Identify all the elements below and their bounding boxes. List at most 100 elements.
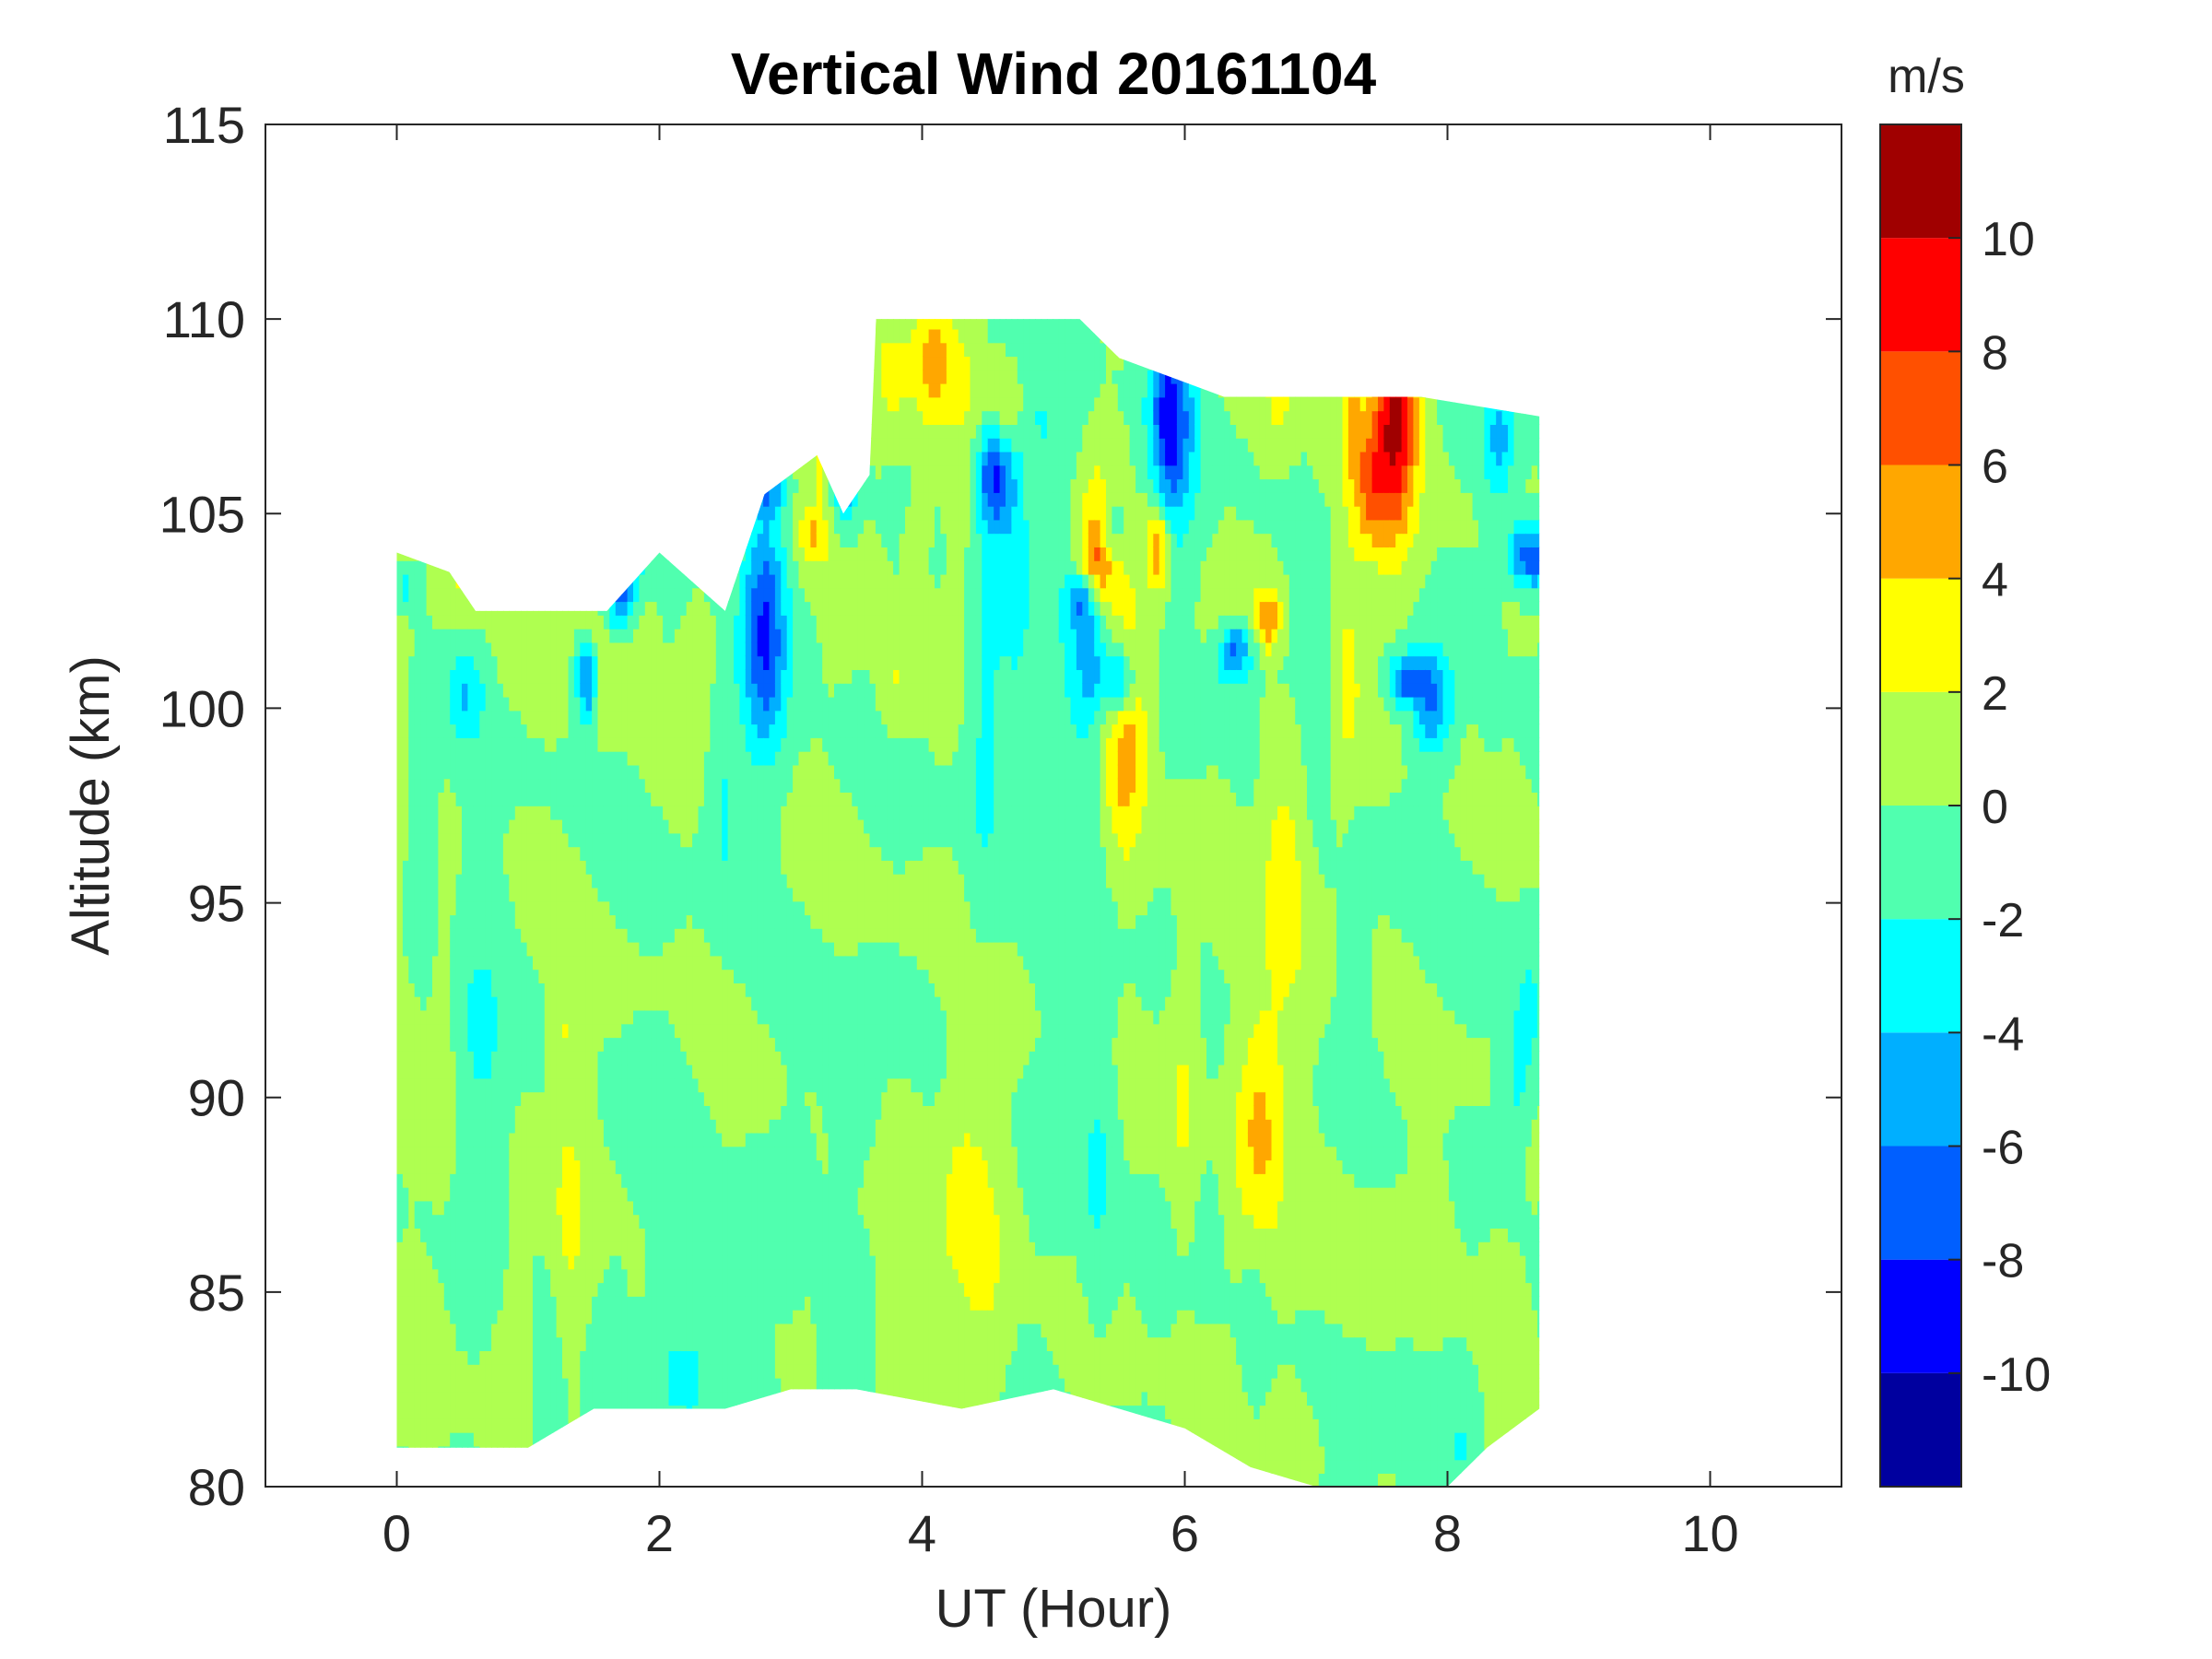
contour-cell xyxy=(497,1091,504,1106)
contour-cell xyxy=(396,1323,404,1338)
contour-cell xyxy=(680,615,688,629)
contour-cell xyxy=(680,655,688,670)
contour-cell xyxy=(420,969,428,983)
contour-cell xyxy=(627,696,634,712)
contour-cell xyxy=(479,1009,487,1025)
contour-cell xyxy=(550,969,558,983)
contour-cell xyxy=(722,683,729,698)
contour-cell xyxy=(609,615,617,629)
contour-cell xyxy=(455,873,463,888)
contour-cell xyxy=(402,1323,410,1338)
contour-cell xyxy=(585,724,593,738)
contour-cell xyxy=(573,1132,582,1147)
contour-cell xyxy=(656,1309,664,1324)
contour-cell xyxy=(450,792,457,806)
contour-cell xyxy=(467,914,475,929)
contour-cell xyxy=(491,778,499,793)
contour-cell xyxy=(663,641,670,657)
contour-cell xyxy=(533,764,540,780)
contour-cell xyxy=(455,1077,463,1093)
contour-cell xyxy=(627,1268,634,1284)
contour-cell xyxy=(408,710,416,725)
contour-cell xyxy=(644,669,652,684)
contour-cell xyxy=(538,1173,546,1188)
contour-cell xyxy=(396,806,404,820)
contour-cell xyxy=(680,982,688,997)
contour-cell xyxy=(538,887,546,902)
contour-cell xyxy=(414,1077,421,1093)
contour-cell xyxy=(633,1350,641,1365)
contour-cell xyxy=(538,641,546,657)
contour-cell xyxy=(568,1200,575,1216)
contour-cell xyxy=(533,995,540,1011)
contour-cell xyxy=(538,1391,546,1406)
contour-cell xyxy=(420,696,428,712)
contour-cell xyxy=(580,969,587,983)
contour-cell xyxy=(502,1364,511,1379)
contour-cell xyxy=(396,778,404,793)
contour-cell xyxy=(420,1023,428,1039)
contour-cell xyxy=(420,1105,428,1120)
contour-cell xyxy=(420,995,428,1011)
contour-cell xyxy=(396,1418,404,1433)
contour-cell xyxy=(479,860,487,875)
contour-cell xyxy=(473,914,481,929)
contour-cell xyxy=(562,982,570,997)
contour-cell xyxy=(592,941,599,957)
contour-cell xyxy=(432,1336,440,1351)
contour-cell xyxy=(674,710,682,725)
contour-cell xyxy=(462,1173,469,1188)
contour-cell xyxy=(686,1268,693,1284)
contour-cell xyxy=(592,1105,599,1120)
contour-cell xyxy=(438,1323,445,1338)
contour-cell xyxy=(402,1146,410,1161)
contour-cell xyxy=(597,764,605,780)
contour-cell xyxy=(633,1200,641,1216)
contour-cell xyxy=(443,1064,451,1079)
contour-cell xyxy=(402,641,410,657)
contour-cell xyxy=(562,1405,570,1419)
contour-cell xyxy=(402,860,410,875)
contour-cell xyxy=(734,1254,741,1270)
contour-cell xyxy=(692,1077,700,1093)
contour-cell xyxy=(734,995,741,1011)
contour-cell xyxy=(651,1254,658,1270)
contour-cell xyxy=(644,641,652,657)
contour-cell xyxy=(479,887,487,902)
contour-cell xyxy=(568,1323,575,1338)
contour-cell xyxy=(597,1023,605,1039)
contour-cell xyxy=(734,669,741,684)
contour-cell xyxy=(514,1132,522,1147)
contour-cell xyxy=(633,1268,641,1284)
contour-cell xyxy=(408,737,416,752)
contour-cell xyxy=(402,1350,410,1365)
contour-cell xyxy=(573,1350,582,1365)
contour-cell xyxy=(597,1091,605,1106)
contour-cell xyxy=(656,887,664,902)
contour-cell xyxy=(592,1309,599,1324)
contour-cell xyxy=(521,806,528,820)
contour-cell xyxy=(467,832,475,848)
contour-cell xyxy=(698,995,705,1011)
contour-cell xyxy=(585,1037,593,1052)
contour-cell xyxy=(585,955,593,971)
contour-cell xyxy=(533,696,540,712)
contour-cell xyxy=(615,1377,622,1393)
contour-cell xyxy=(443,887,451,902)
contour-cell xyxy=(651,1228,658,1242)
contour-cell xyxy=(497,1323,504,1338)
contour-cell xyxy=(426,710,433,725)
contour-cell xyxy=(722,1350,729,1365)
contour-cell xyxy=(710,900,717,916)
contour-cell xyxy=(644,1268,652,1284)
contour-cell xyxy=(603,778,611,793)
contour-cell xyxy=(603,982,611,997)
contour-cell xyxy=(438,982,445,997)
contour-cell xyxy=(544,941,551,957)
contour-cell xyxy=(556,928,563,943)
contour-cell xyxy=(450,969,457,983)
contour-cell xyxy=(656,1077,664,1093)
contour-cell xyxy=(414,601,421,616)
contour-cell xyxy=(639,1296,646,1311)
contour-cell xyxy=(668,1009,676,1025)
